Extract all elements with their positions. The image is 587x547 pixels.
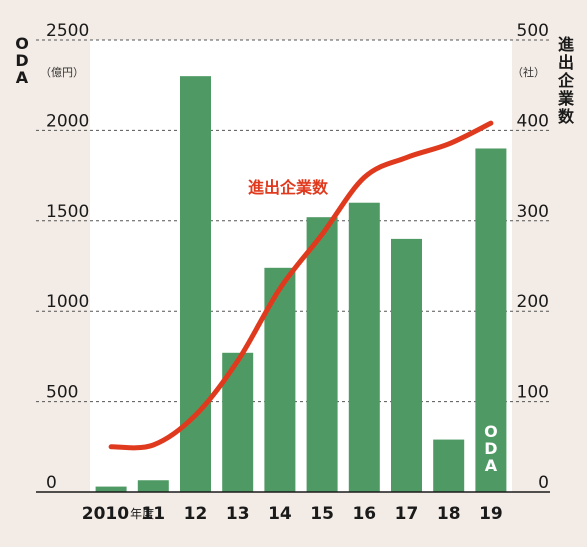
x-tick-13: 13 <box>226 504 250 524</box>
left-tick-1500: 1500 <box>46 202 89 222</box>
x-tick-17: 17 <box>395 504 419 524</box>
plot-area <box>90 40 512 492</box>
x-tick-15: 15 <box>310 504 334 524</box>
right-tick-200: 200 <box>517 292 549 312</box>
x-tick-12: 12 <box>184 504 208 524</box>
right-tick-100: 100 <box>517 383 549 403</box>
x-tick-18: 18 <box>437 504 461 524</box>
line-series <box>108 120 494 451</box>
right-tick-400: 400 <box>517 111 549 131</box>
right-axis-label-char: 出 <box>558 53 574 72</box>
left-tick-500: 500 <box>46 383 78 403</box>
bar-series-label-char: O <box>484 422 498 441</box>
left-axis-label-char: A <box>16 68 29 87</box>
line-path <box>108 120 494 451</box>
bar-17 <box>391 238 422 492</box>
left-tick-2500: 2500 <box>46 21 89 41</box>
bar-series-label-char: D <box>484 439 497 458</box>
line-series-label: 進出企業数 <box>248 178 329 197</box>
right-axis-label: 進出企業数 <box>557 35 575 126</box>
right-tick-0: 0 <box>538 473 549 493</box>
bar-18 <box>433 439 465 492</box>
x-tick-19: 19 <box>479 504 503 524</box>
x-tick-14: 14 <box>268 504 292 524</box>
right-axis-label-char: 業 <box>557 89 575 108</box>
left-tick-2000: 2000 <box>46 111 89 131</box>
bar-11 <box>137 480 169 492</box>
right-axis-unit: （社） <box>512 65 545 79</box>
right-axis-ticks: 0 100 200 300 400 500 <box>517 21 549 493</box>
gridlines <box>36 39 550 403</box>
bar-15 <box>306 217 338 492</box>
right-axis-label-char: 企 <box>557 71 575 90</box>
left-tick-0: 0 <box>46 473 57 493</box>
x-tick-16: 16 <box>352 504 376 524</box>
bar-2010 <box>95 486 127 492</box>
right-axis-label-char: 数 <box>558 107 575 126</box>
left-axis-label-char: D <box>15 51 28 70</box>
bar-19 <box>475 148 507 493</box>
right-axis-label-char: 進 <box>558 35 574 54</box>
left-axis-label-char: O <box>15 34 29 53</box>
x-tick-2010: 2010 <box>82 504 129 524</box>
bar-series-label-char: A <box>485 456 498 475</box>
left-tick-1000: 1000 <box>46 292 89 312</box>
x-tick-11: 11 <box>141 504 165 524</box>
left-axis-ticks: 0 500 1000 1500 2000 2500 <box>46 21 89 493</box>
bar-16 <box>348 202 380 492</box>
bar-12 <box>180 76 211 492</box>
left-axis-label: ODA <box>15 34 29 87</box>
bar-series-label: ODA <box>484 422 498 475</box>
bar-14 <box>264 267 296 492</box>
right-tick-500: 500 <box>517 21 549 41</box>
right-tick-300: 300 <box>517 202 549 222</box>
left-axis-unit: （億円） <box>40 66 84 79</box>
bar-series <box>95 76 507 493</box>
x-tick-suffix: 年度 <box>130 506 154 521</box>
